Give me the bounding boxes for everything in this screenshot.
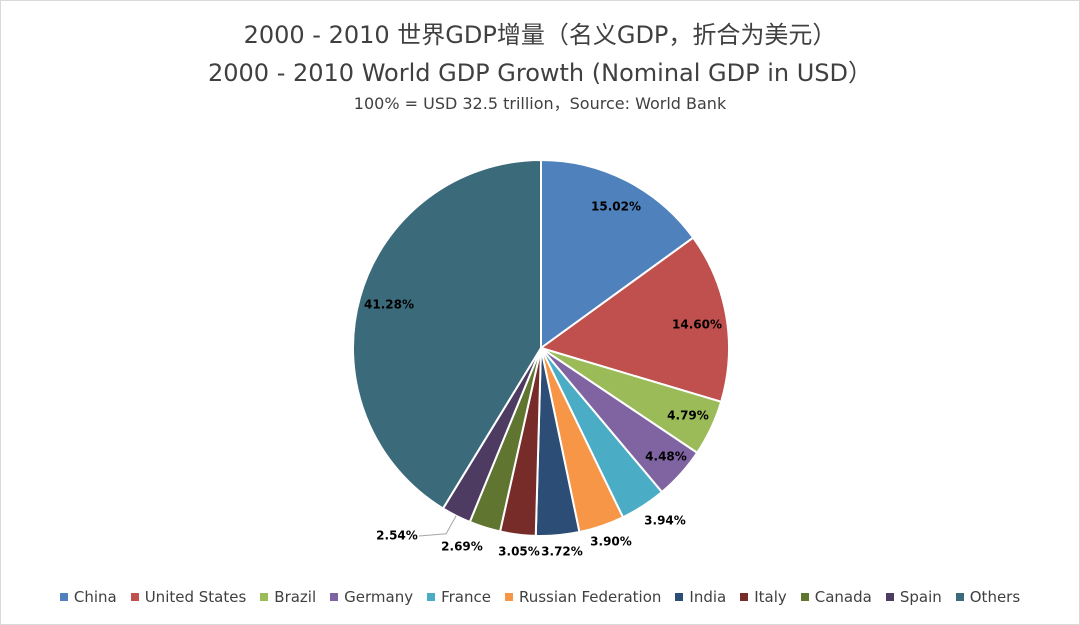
data-label-others: 41.28%: [364, 298, 414, 312]
data-label-united-states: 14.60%: [672, 318, 722, 332]
chart-title-english: 2000 - 2010 World GDP Growth (Nominal GD…: [207, 59, 873, 87]
legend-label: Brazil: [274, 588, 317, 606]
data-label-canada: 2.69%: [441, 540, 483, 554]
legend-swatch: [504, 593, 513, 601]
legend-label: China: [73, 588, 117, 606]
legend-item-spain: Spain: [885, 588, 942, 606]
data-label-germany: 4.48%: [645, 450, 687, 464]
legend-swatch: [330, 593, 339, 601]
legend-item-germany: Germany: [330, 588, 413, 606]
legend-label: Others: [969, 588, 1021, 606]
data-label-india: 3.72%: [541, 545, 583, 559]
pie-slice-others: [352, 158, 542, 510]
legend-label: Germany: [344, 588, 414, 606]
legend-item-russian-federation: Russian Federation: [504, 588, 662, 606]
legend-label: United States: [144, 588, 247, 606]
legend-swatch: [885, 593, 894, 601]
data-label-spain: 2.54%: [376, 529, 418, 543]
legend-swatch: [130, 593, 139, 601]
legend-swatch: [800, 593, 809, 601]
data-label-china: 15.02%: [591, 200, 641, 214]
legend-label: Italy: [754, 588, 787, 606]
legend-swatch: [59, 593, 68, 601]
leader-line-spain: [418, 515, 457, 537]
chart-subtitle: 100% = USD 32.5 trillion，Source: World B…: [353, 94, 727, 113]
legend-label: Spain: [899, 588, 942, 606]
legend-label: France: [441, 588, 491, 606]
data-label-russian-federation: 3.90%: [590, 535, 632, 549]
legend-item-france: France: [427, 588, 491, 606]
legend-swatch: [427, 593, 436, 601]
legend-label: Russian Federation: [518, 588, 662, 606]
data-label-italy: 3.05%: [498, 545, 540, 559]
legend-item-india: India: [675, 588, 726, 606]
legend-item-canada: Canada: [800, 588, 872, 606]
chart-title: 2000 - 2010 世界GDP增量（名义GDP，折合为美元）: [243, 21, 837, 49]
legend-item-china: China: [59, 588, 117, 606]
legend-item-united-states: United States: [130, 588, 247, 606]
legend-item-italy: Italy: [740, 588, 787, 606]
legend-swatch: [955, 593, 964, 601]
pie-chart: 15.02% 14.60% 4.79% 4.48% 3.94% 3.90% 3.72%3.0…: [352, 158, 730, 559]
legend-swatch: [675, 593, 684, 601]
pie-slice-united-states: [538, 236, 730, 404]
legend-swatch: [260, 593, 269, 601]
legend-label: India: [689, 588, 727, 606]
pie-slice-china: [540, 158, 695, 350]
data-label-france: 3.94%: [644, 514, 686, 528]
legend-item-others: Others: [955, 588, 1021, 606]
legend-label: Canada: [814, 588, 872, 606]
data-label-brazil: 4.79%: [667, 409, 709, 423]
legend-item-brazil: Brazil: [260, 588, 316, 606]
chart-legend: China United States Brazil Germany France Rus…: [1, 588, 1079, 606]
legend-swatch: [740, 593, 749, 601]
